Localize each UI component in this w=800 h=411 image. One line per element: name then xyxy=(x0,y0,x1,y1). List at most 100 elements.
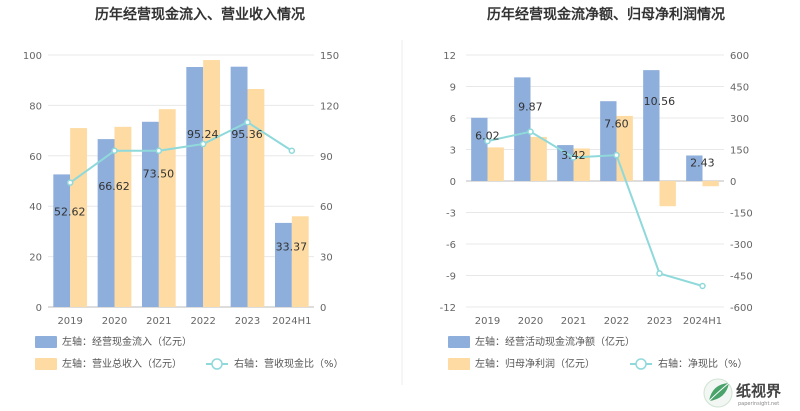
right-chart-left-ticks: -12 -9 -6 -3 0 3 6 9 12 xyxy=(440,51,456,314)
left-axis-tick-label: 80 xyxy=(29,101,42,112)
bar xyxy=(686,155,703,181)
bar xyxy=(530,136,547,181)
watermark-logo: 纸视界 paperinsight.net xyxy=(703,378,781,408)
x-axis-tick-label: 2023 xyxy=(235,316,260,327)
x-axis-tick-label: 2024H1 xyxy=(683,316,722,327)
legend-swatch xyxy=(448,358,470,370)
legend-line-marker xyxy=(635,358,647,370)
right-axis-tick-label: 150 xyxy=(320,51,339,62)
x-axis-tick-label: 2022 xyxy=(604,316,629,327)
line-point xyxy=(570,154,577,161)
left-axis-tick-label: 3 xyxy=(450,146,456,157)
bar xyxy=(659,181,676,207)
data-label: 95.24 xyxy=(187,128,219,141)
right-axis-tick-label: 30 xyxy=(320,253,333,264)
legend-line-marker xyxy=(211,358,223,370)
left-axis-tick-label: 20 xyxy=(29,253,42,264)
left-chart-data-labels: 52.62 66.62 73.50 95.24 95.36 33.37 xyxy=(54,128,307,253)
bar xyxy=(274,222,292,307)
data-label: 52.62 xyxy=(54,206,86,219)
right-axis-tick-label: 120 xyxy=(320,101,339,112)
x-axis-tick-label: 2022 xyxy=(190,316,215,327)
data-label: 33.37 xyxy=(276,240,308,253)
series-line xyxy=(487,130,703,287)
left-axis-tick-label: 12 xyxy=(443,51,456,62)
right-chart-line xyxy=(484,128,706,290)
leaf-vein-icon xyxy=(708,382,730,402)
x-axis-tick-label: 2019 xyxy=(57,316,82,327)
bar xyxy=(230,66,248,307)
line-point xyxy=(699,282,706,290)
legend-label: 右轴：净现比（%） xyxy=(658,357,748,370)
x-axis-tick-label: 2024H1 xyxy=(272,316,311,327)
x-axis-tick-label: 2020 xyxy=(102,316,127,327)
right-axis-tick-label: -450 xyxy=(730,272,753,283)
legend-swatch xyxy=(448,336,470,348)
line-point xyxy=(199,140,207,148)
left-axis-tick-label: 40 xyxy=(29,202,42,213)
bar xyxy=(471,117,488,181)
data-label: 73.50 xyxy=(143,168,175,181)
left-axis-tick-label: 0 xyxy=(36,303,42,314)
right-axis-tick-label: -300 xyxy=(730,240,753,251)
left-axis-tick-label: 100 xyxy=(23,51,42,62)
bar xyxy=(600,101,617,181)
bar xyxy=(702,181,719,187)
right-chart-grid xyxy=(466,54,724,308)
data-label: 2.43 xyxy=(690,157,715,170)
left-chart-right-ticks: 0 30 60 90 120 150 xyxy=(320,51,339,314)
legend-label: 左轴：经营活动现金流净额（亿元） xyxy=(475,335,635,348)
left-chart: 历年经营现金流入、营业收入情况 0 20 40 60 80 100 0 30 60 90 120 1… xyxy=(23,6,344,370)
data-label: 10.56 xyxy=(644,95,676,108)
left-chart-left-ticks: 0 20 40 60 80 100 xyxy=(23,51,42,314)
left-axis-tick-label: 9 xyxy=(450,83,456,94)
bar xyxy=(487,147,504,181)
x-axis-tick-label: 2023 xyxy=(647,316,672,327)
line-point xyxy=(527,128,534,135)
right-axis-tick-label: 0 xyxy=(320,303,326,314)
right-axis-tick-label: -600 xyxy=(730,303,753,314)
line-point xyxy=(66,179,74,186)
data-label: 6.02 xyxy=(475,129,500,142)
line-point xyxy=(111,147,118,155)
x-axis-tick-label: 2021 xyxy=(561,316,586,327)
left-chart-line xyxy=(66,118,296,186)
bar xyxy=(247,89,265,308)
right-axis-tick-label: 60 xyxy=(320,202,333,213)
line-point xyxy=(484,137,491,145)
left-axis-tick-label: 0 xyxy=(450,177,456,188)
legend-label: 左轴：营业总收入（亿元） xyxy=(62,357,182,370)
right-chart-legend: 左轴：经营活动现金流净额（亿元） 左轴：归母净利润（亿元） 右轴：净现比（%） xyxy=(448,335,748,370)
bar xyxy=(141,121,159,307)
data-label: 95.36 xyxy=(231,128,263,141)
right-chart-x-ticks: 2019 2020 2021 2022 2023 2024H1 xyxy=(475,316,722,327)
left-chart-bars xyxy=(53,60,309,308)
x-axis-tick-label: 2021 xyxy=(146,316,171,327)
left-chart-legend: 左轴：经营现金流入（亿元） 左轴：营业总收入（亿元） 右轴：营收现金比（%） xyxy=(35,335,344,370)
bar xyxy=(203,60,221,307)
left-axis-tick-label: -9 xyxy=(446,272,456,283)
bar xyxy=(53,174,71,307)
left-chart-title: 历年经营现金流入、营业收入情况 xyxy=(95,6,305,23)
line-point xyxy=(613,151,620,159)
right-chart: 历年经营现金流净额、归母净利润情况 -12 -9 -6 -3 0 3 6 9 12 -600 -4… xyxy=(440,6,753,370)
line-point xyxy=(155,147,163,155)
series-line xyxy=(69,121,293,184)
legend-label: 左轴：归母净利润（亿元） xyxy=(475,357,595,370)
bar xyxy=(643,70,660,181)
bar xyxy=(514,77,531,181)
brand-site: paperinsight.net xyxy=(738,401,779,407)
left-chart-grid xyxy=(48,54,314,308)
legend-label: 右轴：营收现金比（%） xyxy=(234,357,344,370)
data-label: 66.62 xyxy=(98,180,130,193)
right-axis-tick-label: 600 xyxy=(730,51,749,62)
legend-swatch xyxy=(35,336,57,348)
left-axis-tick-label: -6 xyxy=(446,240,456,251)
left-axis-tick-label: -12 xyxy=(440,303,456,314)
right-axis-tick-label: 90 xyxy=(320,152,333,163)
x-axis-tick-label: 2020 xyxy=(518,316,543,327)
right-chart-bars xyxy=(471,70,719,207)
right-axis-tick-label: -150 xyxy=(730,209,753,220)
legend-label: 左轴：经营现金流入（亿元） xyxy=(62,335,192,348)
right-chart-right-ticks: -600 -450 -300 -150 0 150 300 450 600 xyxy=(730,51,753,314)
